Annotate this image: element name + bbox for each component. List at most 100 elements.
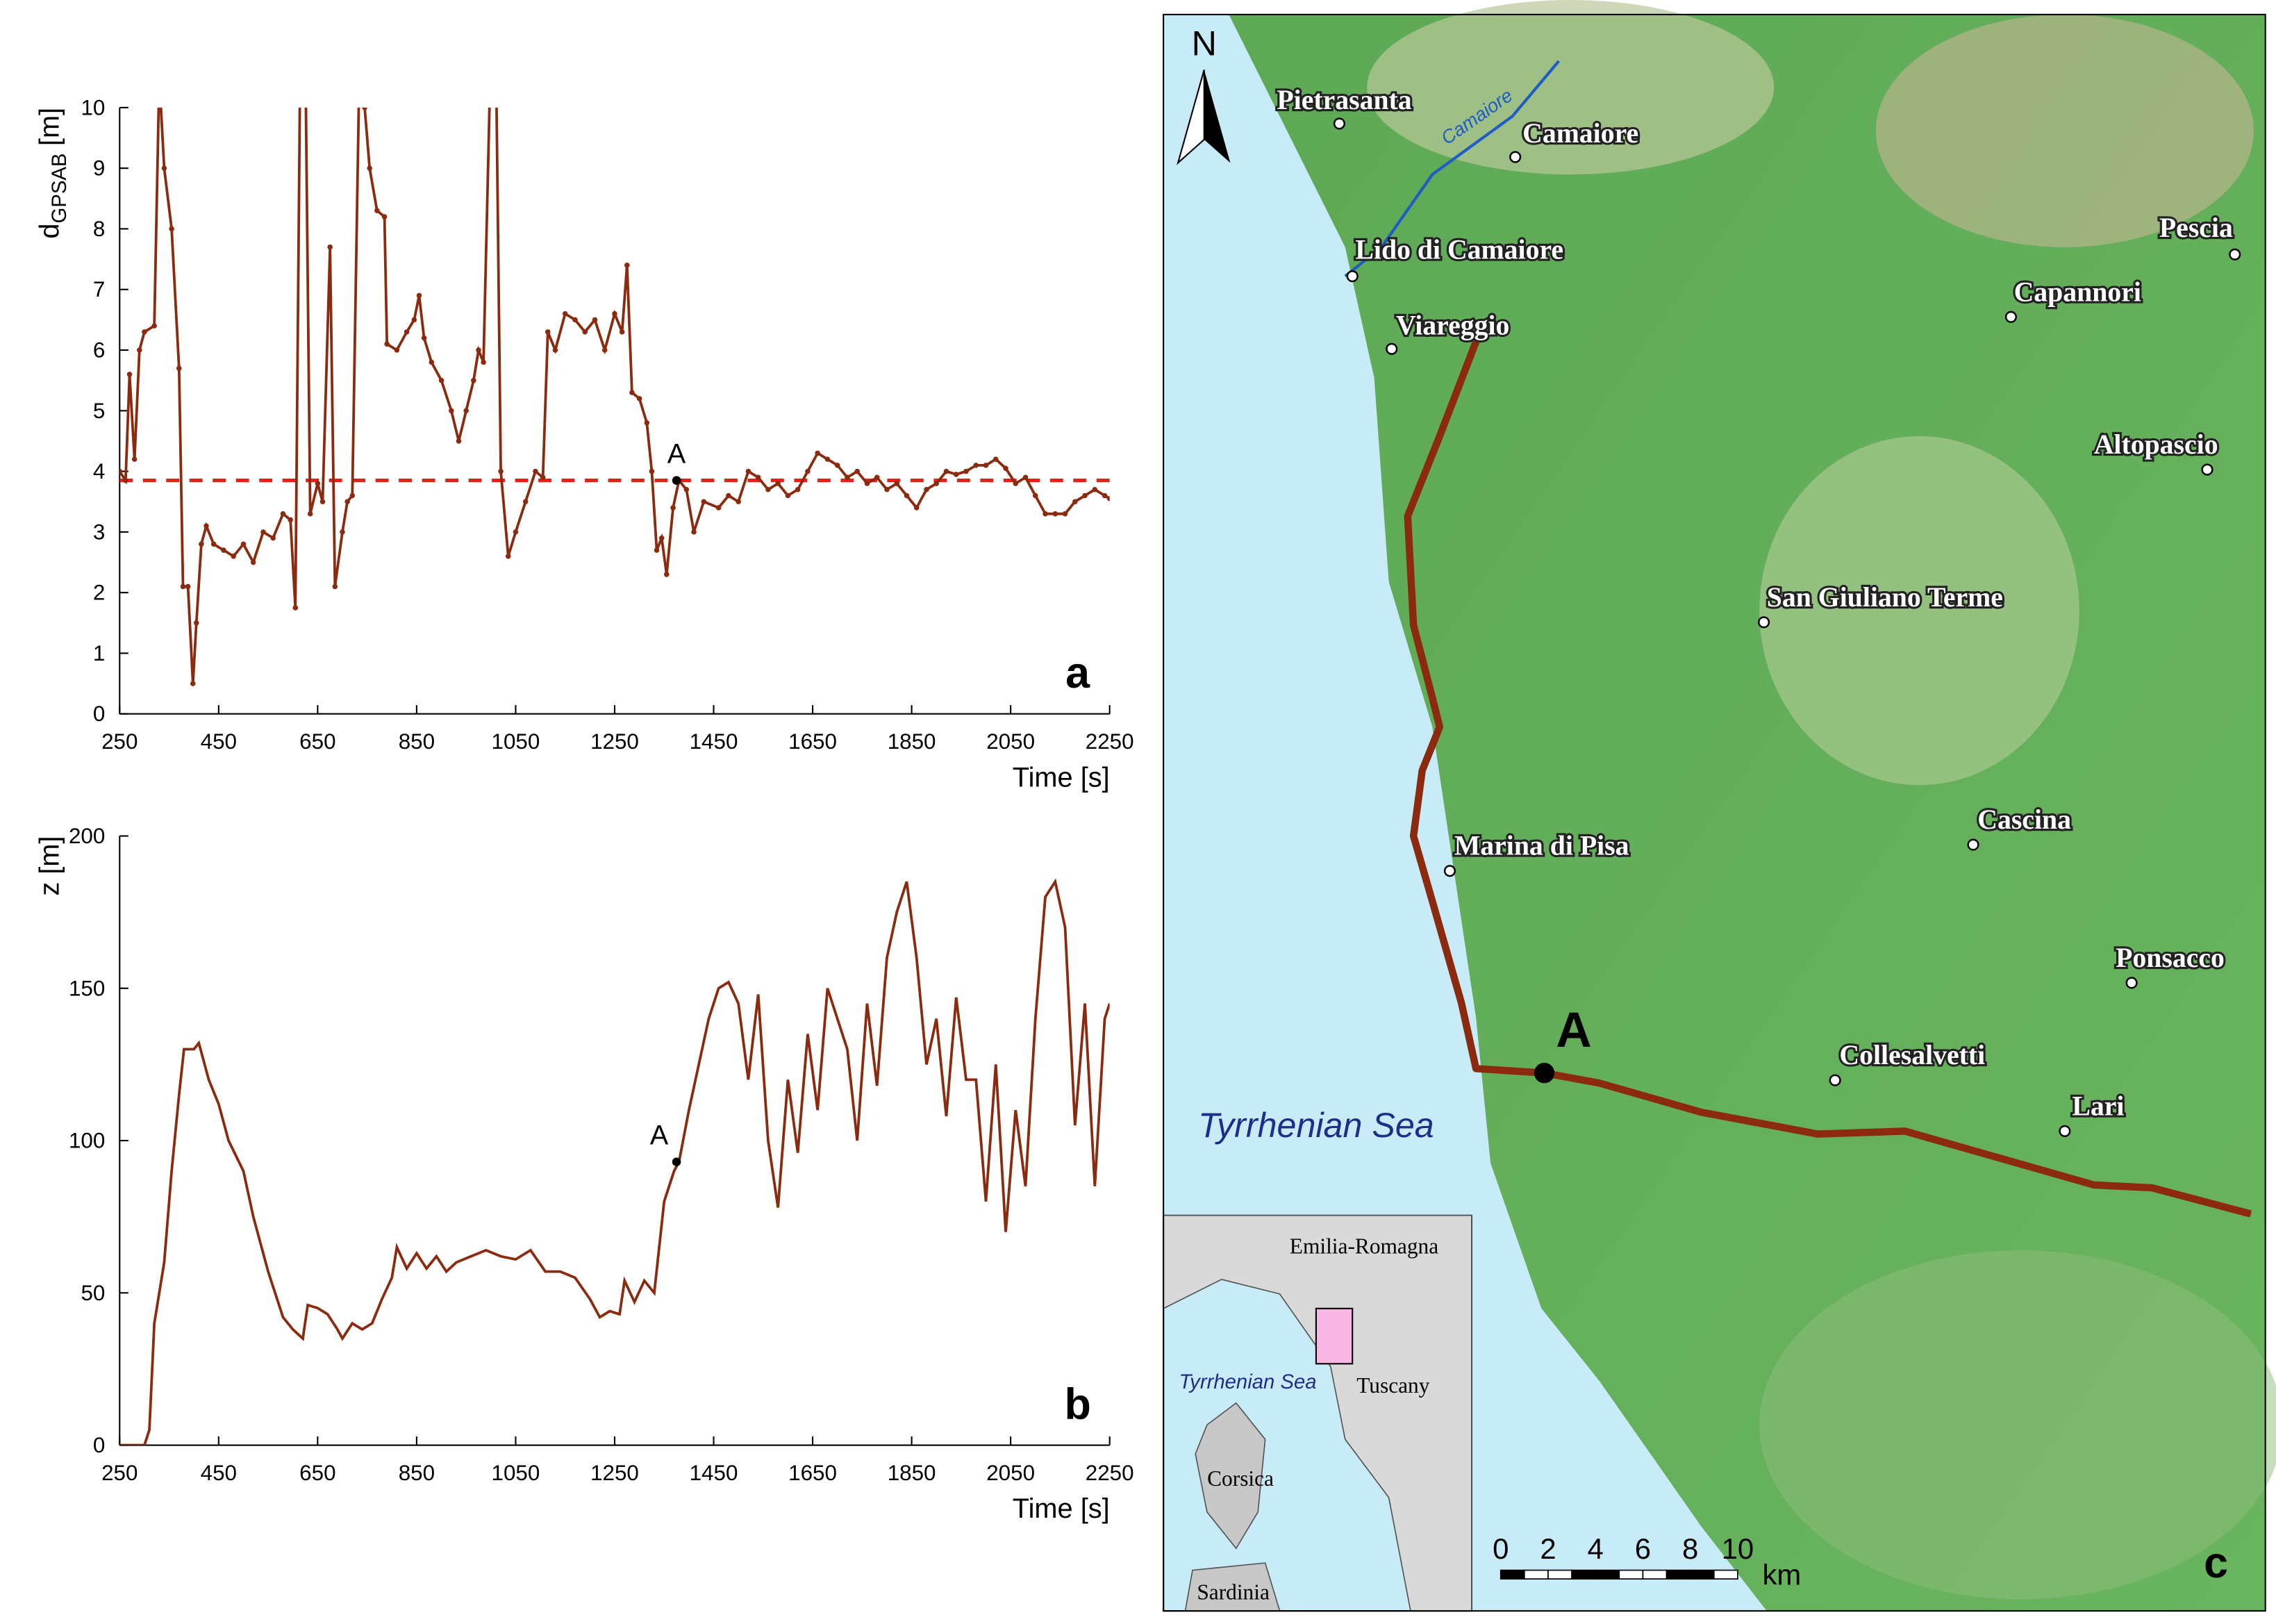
river <box>1344 60 1561 278</box>
data-point <box>624 263 630 268</box>
data-point <box>362 107 367 110</box>
data-point <box>795 487 801 492</box>
relief <box>1759 1250 2276 1600</box>
data-point <box>644 420 650 426</box>
data-point <box>654 547 660 553</box>
sea <box>1163 14 1767 1611</box>
data-point <box>123 477 128 483</box>
x-tick-label: 2050 <box>986 1461 1035 1485</box>
data-point <box>805 468 811 474</box>
data-point <box>943 468 949 474</box>
data-point <box>137 347 142 353</box>
data-point <box>649 468 655 474</box>
x-tick-label: 850 <box>399 729 435 754</box>
data-point <box>315 481 321 486</box>
y-tick-label: 0 <box>93 1433 105 1457</box>
inset-island <box>1195 1402 1266 1550</box>
y-tick-label: 2 <box>93 581 105 605</box>
y-tick-label: 9 <box>93 156 105 181</box>
data-point <box>636 396 642 401</box>
data-point <box>416 292 422 299</box>
data-point <box>683 487 690 492</box>
panel-label: a <box>1065 649 1090 697</box>
y-tick-label: 1 <box>93 641 105 665</box>
data-point <box>131 456 138 462</box>
data-point <box>357 44 363 50</box>
x-tick-label: 1050 <box>492 1461 540 1485</box>
point-label: A <box>1556 1003 1591 1058</box>
data-point <box>493 44 499 50</box>
study-area <box>1315 1307 1354 1365</box>
data-point <box>161 165 167 171</box>
chart: 250 450 650 850 1050 1250 1450 1650 1850 2050 2250… <box>34 824 1133 1524</box>
scale-tick-label: 4 <box>1588 1532 1604 1565</box>
x-tick-label: 250 <box>101 1461 138 1485</box>
x-tick-label: 1250 <box>590 1461 639 1485</box>
place-dot <box>1346 270 1359 283</box>
data-point <box>715 505 722 511</box>
data-point <box>374 208 380 214</box>
x-tick-label: 250 <box>101 729 138 754</box>
map-frame <box>1163 13 2266 1612</box>
x-tick-label: 1650 <box>788 729 837 754</box>
data-point <box>1043 511 1048 517</box>
north-arrow <box>1204 69 1231 163</box>
inset: Emilia-Romagna Tyrrhenian Sea Tuscany Co… <box>1163 1214 1472 1612</box>
data-point <box>552 347 558 353</box>
data-point <box>231 554 236 559</box>
chart: 250 450 650 850 1050 1250 1450 1650 1850 2050 2250… <box>34 44 1133 793</box>
data-point <box>344 499 350 504</box>
x-tick-label: 1650 <box>788 1461 837 1485</box>
data-point <box>904 492 910 499</box>
scale-segment <box>1618 1569 1644 1580</box>
data-point <box>562 310 568 317</box>
data-point <box>824 456 831 462</box>
data-point <box>307 511 313 517</box>
place-label: Marina di Pisa <box>1454 831 1629 861</box>
y-tick-label: 6 <box>93 338 105 362</box>
place-label: Lido di Camaiore <box>1355 235 1563 265</box>
data-point <box>533 468 538 474</box>
place-label: Pescia <box>2159 213 2233 243</box>
place-dot <box>1967 838 1979 851</box>
data-point <box>505 554 511 559</box>
place-label: Collesalvetti <box>1839 1040 1985 1070</box>
annotation-point <box>672 1157 681 1167</box>
place-label: Lari <box>2072 1091 2124 1121</box>
data-point <box>1062 511 1068 517</box>
data-point <box>381 214 388 219</box>
data-point <box>456 438 462 444</box>
data-point <box>481 359 486 365</box>
data-point <box>1013 481 1019 486</box>
inset-label: Tyrrhenian Sea <box>1179 1370 1316 1393</box>
y-axis-label-part: z [m] <box>34 836 65 896</box>
x-tick-label: 450 <box>201 729 237 754</box>
y-tick-label: 4 <box>93 459 105 483</box>
place-dot <box>2004 310 2017 323</box>
place-label: Viareggio <box>1396 310 1509 340</box>
data-point <box>449 408 454 414</box>
data-point <box>151 323 157 329</box>
inset-label: Tuscany <box>1356 1373 1429 1398</box>
scale-segment <box>1500 1569 1525 1580</box>
data-point <box>349 492 356 499</box>
scale-segment <box>1666 1569 1691 1580</box>
place-label: Altopascio <box>2094 429 2218 460</box>
data-point <box>180 583 186 590</box>
place-dot <box>2125 977 2138 989</box>
data-point <box>765 487 771 492</box>
y-tick-label: 3 <box>93 520 105 544</box>
data-point <box>874 474 880 481</box>
place-label: San Giuliano Terme <box>1767 582 2003 613</box>
data-point <box>463 408 469 414</box>
data-point <box>775 481 781 486</box>
data-point <box>629 390 635 395</box>
data-point <box>367 165 372 171</box>
data-point <box>142 329 147 335</box>
data-point <box>854 468 860 474</box>
data-point <box>260 529 266 535</box>
data-point <box>670 505 676 511</box>
data-point <box>303 44 308 50</box>
y-axis-label-part: d <box>34 224 65 239</box>
